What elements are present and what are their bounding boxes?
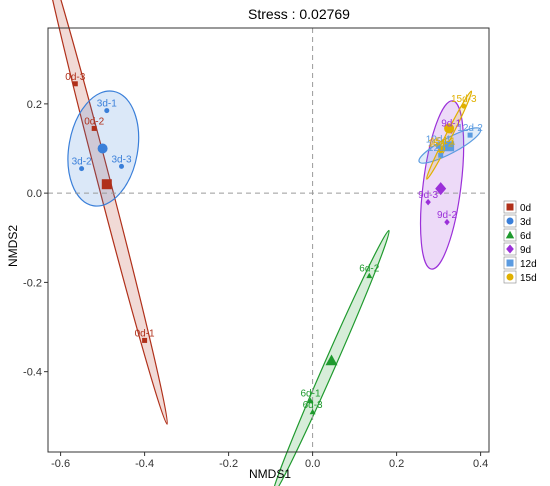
y-tick-label: 0.0 <box>27 188 42 200</box>
point-6d-3 <box>309 408 316 415</box>
plot-panel <box>47 27 490 453</box>
point-9d-3 <box>425 198 431 206</box>
point-0d-1 <box>142 337 148 343</box>
point-label: 15d-2 <box>428 139 454 150</box>
x-tick-label: 0.4 <box>473 458 488 470</box>
legend-label: 9d <box>520 245 531 256</box>
point-label: 12d-1 <box>426 134 452 145</box>
point-label: 15d-1 <box>430 137 456 148</box>
point-label: 3d-3 <box>111 154 131 165</box>
points-layer <box>72 81 473 415</box>
reference-lines <box>48 28 489 452</box>
point-label: 0d-3 <box>65 72 85 83</box>
x-axis: -0.6 -0.4 -0.2 0.0 0.2 0.4 <box>51 452 488 470</box>
point-12d-3 <box>438 152 444 158</box>
point-label: 9d-1 <box>441 119 461 130</box>
point-12d-1 <box>436 143 442 149</box>
point-label: 6d-3 <box>303 400 323 411</box>
centroid-12d <box>444 141 455 152</box>
point-3d-1 <box>104 108 110 114</box>
legend-label: 15d <box>520 273 537 284</box>
point-6d-1 <box>307 397 314 404</box>
centroid-6d <box>325 354 338 366</box>
point-label: 15d-3 <box>451 94 477 105</box>
x-axis-title: NMDS1 <box>249 467 291 481</box>
legend-key-15d <box>506 273 514 281</box>
ellipse-0d <box>41 0 168 425</box>
legend-key-9d <box>506 244 514 254</box>
point-label: 6d-2 <box>359 264 379 275</box>
centroid-9d <box>435 182 447 196</box>
ellipse-layer <box>41 0 482 486</box>
y-axis: -0.4 -0.2 0.0 0.2 <box>23 99 48 379</box>
centroid-15d <box>444 123 455 134</box>
point-3d-3 <box>119 163 124 169</box>
point-label: 3d-1 <box>97 99 117 110</box>
point-label: 6d-1 <box>300 389 320 400</box>
x-tick-label: 0.2 <box>389 458 404 470</box>
point-label: 12d-3 <box>428 143 454 154</box>
point-6d-2 <box>366 272 373 279</box>
y-tick-label: 0.2 <box>27 99 42 111</box>
legend-label: 0d <box>520 203 531 214</box>
x-tick-label: -0.6 <box>51 458 70 470</box>
legend-label: 6d <box>520 231 531 242</box>
legend-key-12d <box>506 259 514 267</box>
point-15d-2 <box>438 148 444 154</box>
chart-title: Stress : 0.02769 <box>248 6 350 22</box>
legend-key-6d <box>505 230 515 239</box>
legend-key-0d <box>506 203 514 211</box>
x-tick-label: -0.4 <box>135 458 154 470</box>
point-labels: 0d-3 0d-2 0d-1 3d-1 3d-2 3d-3 6d-2 6d-16d-3 9d-1… <box>65 72 483 411</box>
y-axis-title: NMDS2 <box>6 225 20 267</box>
point-label: 9d-3 <box>418 190 438 201</box>
y-tick-label: -0.2 <box>23 277 42 289</box>
legend-label: 3d <box>520 217 531 228</box>
x-tick-label: 0.0 <box>305 458 320 470</box>
point-0d-3 <box>72 81 78 87</box>
legend: 0d 3d 6d 9d 12d 15d <box>503 200 537 284</box>
centroid-0d <box>101 179 112 190</box>
y-tick-label: -0.4 <box>23 367 42 379</box>
point-3d-2 <box>79 166 85 172</box>
point-15d-3 <box>461 103 467 109</box>
point-12d-2 <box>467 132 473 138</box>
point-label: 9d-2 <box>437 210 457 221</box>
point-0d-2 <box>91 125 97 131</box>
x-tick-label: -0.2 <box>219 458 238 470</box>
point-9d-2 <box>444 218 450 226</box>
legend-label: 12d <box>520 259 537 270</box>
point-label: 0d-2 <box>84 116 104 127</box>
point-label: 12d-2 <box>457 123 483 134</box>
point-label: 3d-2 <box>72 157 92 168</box>
centroid-3d <box>97 143 108 154</box>
ellipse-15d <box>425 90 473 180</box>
legend-key-3d <box>506 217 514 225</box>
point-label: 0d-1 <box>135 328 155 339</box>
